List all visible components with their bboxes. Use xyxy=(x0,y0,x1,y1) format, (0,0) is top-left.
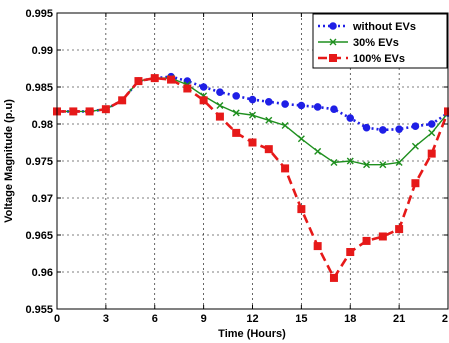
data-point xyxy=(249,111,256,119)
data-point xyxy=(281,164,290,173)
data-point xyxy=(330,105,338,113)
data-point xyxy=(411,142,419,150)
y-tick-label: 0.98 xyxy=(32,119,53,131)
y-tick-label: 0.975 xyxy=(25,156,53,168)
data-point xyxy=(427,120,436,128)
data-point xyxy=(232,128,241,137)
data-point xyxy=(232,92,241,100)
data-point xyxy=(444,107,449,116)
legend-label: without EVs xyxy=(352,21,416,33)
data-point xyxy=(363,161,371,169)
data-point xyxy=(281,121,289,129)
legend-marker xyxy=(329,38,337,46)
data-point xyxy=(101,105,110,114)
data-point xyxy=(346,248,355,257)
x-tick-label: 0 xyxy=(54,313,60,325)
data-point xyxy=(248,95,257,104)
data-point xyxy=(411,122,420,131)
legend-label: 100% EVs xyxy=(353,53,405,65)
legend-label: 30% EVs xyxy=(353,37,399,49)
data-point xyxy=(378,232,387,241)
legend-marker xyxy=(329,22,337,30)
x-tick-label: 15 xyxy=(295,313,307,325)
data-point xyxy=(330,158,338,166)
x-tick-label: 3 xyxy=(103,313,109,325)
data-point xyxy=(264,98,273,106)
data-point xyxy=(85,107,94,116)
data-point xyxy=(395,125,403,133)
data-point xyxy=(428,129,436,137)
data-point xyxy=(346,157,354,165)
x-tick-label: 9 xyxy=(201,313,207,325)
data-point xyxy=(281,100,289,108)
data-point xyxy=(69,107,78,116)
x-tick-label: 18 xyxy=(344,313,356,325)
data-point xyxy=(215,112,224,121)
data-point xyxy=(411,179,420,188)
y-tick-labels: 0.955 0.96 0.965 0.97 0.975 0.98 0.985 0.99 0.99… xyxy=(25,8,53,316)
y-tick-label: 0.955 xyxy=(25,304,53,316)
data-point xyxy=(167,75,176,84)
x-tick-label: 2 xyxy=(442,313,448,325)
legend-marker xyxy=(329,54,337,62)
data-point xyxy=(216,102,224,109)
data-point xyxy=(346,114,355,122)
data-point xyxy=(427,149,436,158)
data-point xyxy=(313,242,322,251)
data-point xyxy=(313,103,322,111)
data-point xyxy=(395,158,403,166)
legend: without EVs 30% EVs 100% EVs xyxy=(312,13,448,69)
data-point xyxy=(216,88,224,96)
y-tick-label: 0.985 xyxy=(25,82,53,94)
x-tick-label: 21 xyxy=(393,313,405,325)
data-point xyxy=(183,84,192,93)
y-tick-label: 0.97 xyxy=(32,193,53,205)
data-point xyxy=(264,145,273,154)
data-point xyxy=(297,101,306,110)
data-point xyxy=(329,273,338,282)
data-point xyxy=(379,126,387,134)
data-point xyxy=(199,83,208,91)
y-tick-label: 0.99 xyxy=(32,45,53,57)
data-point xyxy=(314,147,322,155)
y-tick-label: 0.965 xyxy=(25,230,53,242)
data-point xyxy=(379,161,387,169)
y-tick-label: 0.96 xyxy=(32,267,53,279)
data-point xyxy=(297,135,305,143)
data-point xyxy=(362,123,371,132)
grid-lines xyxy=(57,13,448,309)
data-point xyxy=(150,74,159,83)
y-tick-label: 0.995 xyxy=(25,8,53,20)
y-axis-title: Voltage Magnitude (p.u) xyxy=(3,99,15,223)
data-point xyxy=(248,138,257,147)
data-point xyxy=(395,225,404,234)
x-tick-labels: 0 3 6 9 12 15 18 21 2 xyxy=(54,313,448,325)
x-axis-title: Time (Hours) xyxy=(218,328,286,340)
data-point xyxy=(118,96,127,105)
data-point xyxy=(265,116,273,124)
data-point xyxy=(199,96,208,105)
data-point xyxy=(362,236,371,245)
x-tick-label: 12 xyxy=(246,313,258,325)
data-point xyxy=(297,205,306,214)
data-point xyxy=(134,77,143,86)
data-point xyxy=(232,109,240,117)
x-tick-label: 6 xyxy=(152,313,158,325)
